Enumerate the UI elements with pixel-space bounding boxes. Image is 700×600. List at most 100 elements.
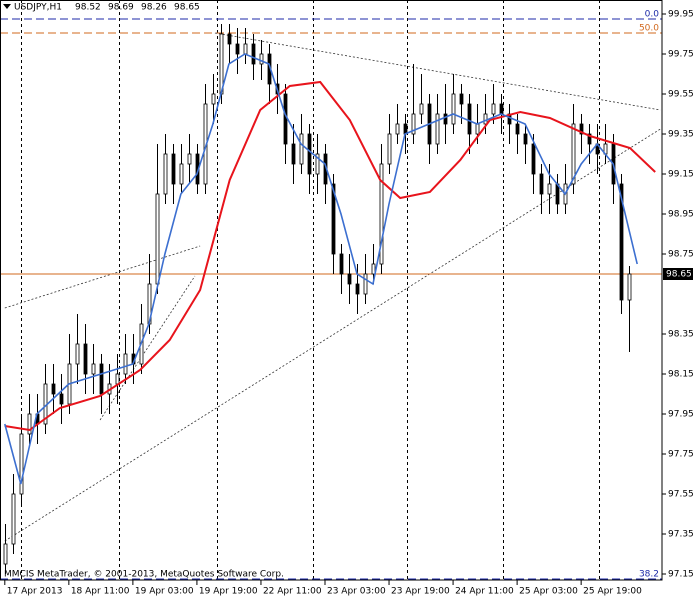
x-tick-label: 25 Apr 19:00 xyxy=(583,587,642,597)
candle-body xyxy=(123,353,128,375)
x-tick-label: 25 Apr 03:00 xyxy=(519,587,578,597)
candle-body xyxy=(355,283,360,295)
candle-body xyxy=(515,123,520,135)
candle-body xyxy=(307,133,312,175)
candle-body xyxy=(579,123,584,135)
candle-body xyxy=(179,163,184,185)
y-tick-label: 99.75 xyxy=(668,50,694,60)
trendline xyxy=(214,32,661,111)
y-tick-label: 97.75 xyxy=(668,450,694,460)
current-price-box xyxy=(663,268,693,280)
candle-body xyxy=(371,263,376,275)
candle-body xyxy=(627,273,632,301)
x-tick-label: 19 Apr 03:00 xyxy=(135,587,194,597)
y-tick-label: 97.15 xyxy=(668,570,694,580)
candle-body xyxy=(187,153,192,165)
x-tick-label: 17 Apr 2013 xyxy=(7,587,63,597)
menu-arrow xyxy=(3,4,11,9)
candle-body xyxy=(59,393,64,405)
y-tick-label: 98.75 xyxy=(668,250,694,260)
ohlc-value: 98.69 xyxy=(108,3,134,13)
candle-body xyxy=(547,183,552,195)
y-tick-label: 99.35 xyxy=(668,130,694,140)
x-tick-label: 19 Apr 19:00 xyxy=(199,587,258,597)
ohlc-value: 98.65 xyxy=(174,3,200,13)
candle-body xyxy=(619,183,624,301)
candle-body xyxy=(251,43,256,65)
symbol: USDJPY,H1 xyxy=(14,3,62,13)
y-tick-label: 97.35 xyxy=(668,530,694,540)
y-tick-label: 98.95 xyxy=(668,210,694,220)
x-tick-label: 23 Apr 19:00 xyxy=(391,587,450,597)
x-tick-label: 23 Apr 03:00 xyxy=(327,587,386,597)
candle-body xyxy=(99,363,104,395)
fibo-label: 0.0 xyxy=(645,10,660,20)
candle-body xyxy=(19,433,24,495)
candle-body xyxy=(347,273,352,285)
candle-body xyxy=(419,103,424,115)
candle-body xyxy=(331,183,336,255)
candle-body xyxy=(259,53,264,65)
candle-body xyxy=(171,153,176,185)
candle-body xyxy=(363,273,368,295)
candle-body xyxy=(475,123,480,135)
candle-body xyxy=(155,193,160,285)
candle-body xyxy=(379,163,384,265)
candle-body xyxy=(75,343,80,365)
watermark: MMCIS MetaTrader, © 2001-2013, MetaQuote… xyxy=(4,570,284,580)
y-tick-label: 97.55 xyxy=(668,490,694,500)
candle-body xyxy=(443,113,448,125)
y-tick-label: 98.35 xyxy=(668,330,694,340)
candle-body xyxy=(3,543,8,565)
candle-body xyxy=(211,93,216,105)
candle-body xyxy=(283,93,288,145)
y-tick-label: 99.95 xyxy=(668,10,694,20)
candle-body xyxy=(235,43,240,55)
ohlc-header: 98.52 98.69 98.26 98.65 xyxy=(75,3,200,13)
candle-body xyxy=(315,153,320,175)
moving-average xyxy=(4,53,638,485)
ohlc-value: 98.52 xyxy=(75,3,101,13)
candle-body xyxy=(51,383,56,395)
candle-body xyxy=(227,33,232,45)
y-tick-label: 99.15 xyxy=(668,170,694,180)
current-price-label: 98.65 xyxy=(666,270,692,280)
candle-body xyxy=(339,253,344,275)
x-tick-label: 24 Apr 11:00 xyxy=(455,587,514,597)
candle-body xyxy=(115,373,120,385)
candle-body xyxy=(531,143,536,175)
candle-body xyxy=(83,343,88,375)
trendline xyxy=(99,275,196,421)
candle-body xyxy=(163,153,168,195)
moving-average xyxy=(4,80,656,432)
trendline xyxy=(4,127,663,542)
x-tick-label: 18 Apr 11:00 xyxy=(71,587,130,597)
candle-body xyxy=(523,133,528,145)
fibo-label: 50.0 xyxy=(639,24,659,34)
candle-body xyxy=(299,133,304,165)
candle-body xyxy=(571,123,576,185)
candle-body xyxy=(411,113,416,135)
candle-body xyxy=(11,493,16,545)
candle-body xyxy=(491,103,496,115)
candle-body xyxy=(387,133,392,165)
y-tick-label: 98.15 xyxy=(668,370,694,380)
candle-body xyxy=(459,93,464,105)
candle-body xyxy=(27,413,32,435)
plot-border xyxy=(0,0,663,581)
ohlc-value: 98.26 xyxy=(141,3,167,13)
candle-body xyxy=(483,113,488,125)
x-tick-label: 22 Apr 11:00 xyxy=(263,587,322,597)
y-tick-label: 97.95 xyxy=(668,410,694,420)
candle-body xyxy=(91,363,96,375)
candle-body xyxy=(451,93,456,125)
candle-body xyxy=(539,173,544,195)
candle-body xyxy=(395,123,400,135)
candle-body xyxy=(499,103,504,115)
candle-body xyxy=(243,43,248,55)
candle-body xyxy=(435,113,440,145)
candle-body xyxy=(291,143,296,165)
fibo-label: 38.2 xyxy=(639,570,659,580)
